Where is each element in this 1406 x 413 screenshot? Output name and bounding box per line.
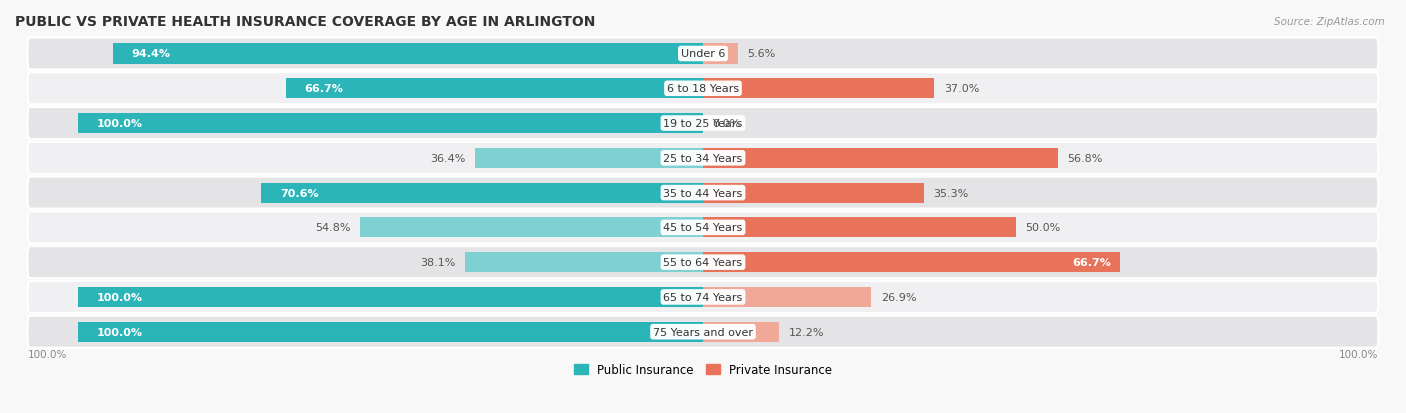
- Legend: Public Insurance, Private Insurance: Public Insurance, Private Insurance: [569, 358, 837, 381]
- Bar: [77, 114, 703, 134]
- Bar: [465, 252, 703, 273]
- FancyBboxPatch shape: [28, 281, 1378, 313]
- Bar: [285, 79, 703, 99]
- Text: 6 to 18 Years: 6 to 18 Years: [666, 84, 740, 94]
- Text: 65 to 74 Years: 65 to 74 Years: [664, 292, 742, 302]
- Bar: [475, 148, 703, 169]
- Bar: [262, 183, 703, 203]
- Text: Under 6: Under 6: [681, 50, 725, 59]
- Text: 66.7%: 66.7%: [1071, 258, 1111, 268]
- FancyBboxPatch shape: [28, 177, 1378, 209]
- Text: 12.2%: 12.2%: [789, 327, 824, 337]
- Text: 26.9%: 26.9%: [880, 292, 917, 302]
- Bar: [77, 322, 703, 342]
- Text: 38.1%: 38.1%: [420, 258, 456, 268]
- Text: 54.8%: 54.8%: [315, 223, 352, 233]
- Text: 0.0%: 0.0%: [713, 119, 741, 129]
- Bar: [703, 322, 779, 342]
- FancyBboxPatch shape: [28, 316, 1378, 348]
- Bar: [703, 44, 738, 64]
- FancyBboxPatch shape: [28, 108, 1378, 140]
- Text: 100.0%: 100.0%: [96, 327, 142, 337]
- Text: 35.3%: 35.3%: [934, 188, 969, 198]
- Text: 75 Years and over: 75 Years and over: [652, 327, 754, 337]
- Text: PUBLIC VS PRIVATE HEALTH INSURANCE COVERAGE BY AGE IN ARLINGTON: PUBLIC VS PRIVATE HEALTH INSURANCE COVER…: [15, 15, 595, 29]
- FancyBboxPatch shape: [28, 247, 1378, 278]
- FancyBboxPatch shape: [28, 142, 1378, 174]
- Text: 45 to 54 Years: 45 to 54 Years: [664, 223, 742, 233]
- Bar: [703, 218, 1015, 238]
- Text: 100.0%: 100.0%: [96, 292, 142, 302]
- Text: 56.8%: 56.8%: [1067, 154, 1104, 164]
- Bar: [703, 183, 924, 203]
- Text: 70.6%: 70.6%: [280, 188, 319, 198]
- Text: 100.0%: 100.0%: [28, 349, 67, 359]
- Text: 94.4%: 94.4%: [131, 50, 170, 59]
- FancyBboxPatch shape: [28, 38, 1378, 70]
- Bar: [703, 79, 935, 99]
- Bar: [77, 287, 703, 307]
- Text: 37.0%: 37.0%: [943, 84, 979, 94]
- FancyBboxPatch shape: [28, 212, 1378, 244]
- Text: 5.6%: 5.6%: [748, 50, 776, 59]
- Text: 36.4%: 36.4%: [430, 154, 465, 164]
- FancyBboxPatch shape: [28, 73, 1378, 105]
- Bar: [703, 148, 1059, 169]
- Text: Source: ZipAtlas.com: Source: ZipAtlas.com: [1274, 17, 1385, 26]
- Text: 25 to 34 Years: 25 to 34 Years: [664, 154, 742, 164]
- Text: 19 to 25 Years: 19 to 25 Years: [664, 119, 742, 129]
- Text: 50.0%: 50.0%: [1025, 223, 1060, 233]
- Text: 100.0%: 100.0%: [96, 119, 142, 129]
- Bar: [112, 44, 703, 64]
- Text: 66.7%: 66.7%: [305, 84, 343, 94]
- Text: 35 to 44 Years: 35 to 44 Years: [664, 188, 742, 198]
- Bar: [703, 252, 1121, 273]
- Bar: [703, 287, 872, 307]
- Text: 100.0%: 100.0%: [1339, 349, 1378, 359]
- Text: 55 to 64 Years: 55 to 64 Years: [664, 258, 742, 268]
- Bar: [360, 218, 703, 238]
